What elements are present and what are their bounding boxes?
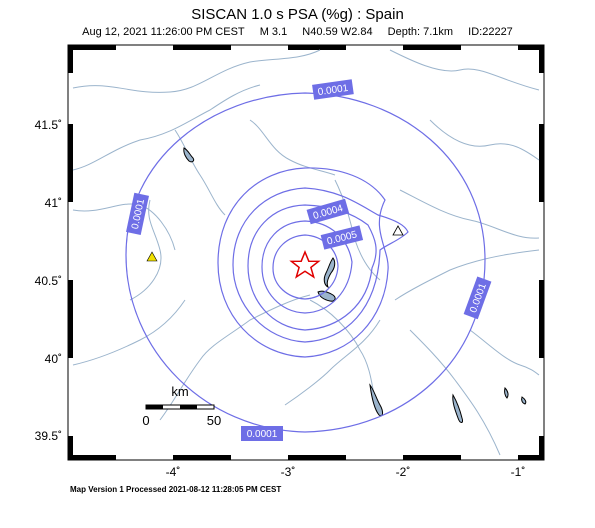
station-open-icon — [392, 225, 404, 236]
map-title: SISCAN 1.0 s PSA (%g) : Spain — [191, 6, 404, 23]
lon-tick: -3˚ — [281, 465, 296, 479]
scale-end: 50 — [207, 413, 221, 428]
station-filled-icon — [146, 251, 158, 262]
lakes — [183, 147, 527, 423]
lat-tick: 40.5˚ — [35, 274, 62, 288]
event-info: Aug 12, 2021 11:26:00 PM CEST M 3.1 N40.… — [0, 26, 595, 38]
event-magnitude: M 3.1 — [259, 26, 288, 38]
event-id: ID:22227 — [468, 26, 513, 38]
scale-unit: km — [171, 384, 188, 399]
psa-contours — [125, 92, 486, 433]
contour-0.0002 — [217, 167, 389, 358]
contour-0.0004 — [247, 204, 377, 331]
lon-tick: -4˚ — [166, 465, 181, 479]
event-depth: Depth: 7.1km — [387, 26, 454, 38]
lat-ticks: 41.5˚ 41˚ 40.5˚ 40˚ 39.5˚ — [35, 118, 62, 443]
contour-labels: 0.0001 0.0001 0.0001 0.0001 0.0004 0.000… — [126, 79, 492, 441]
lon-ticks: -4˚ -3˚ -2˚ -1˚ — [166, 465, 526, 479]
epicenter-star-icon — [289, 250, 321, 279]
contour-label: 0.0001 — [317, 83, 349, 98]
event-date: Aug 12, 2021 11:26:00 PM CEST — [82, 26, 245, 38]
contour-0.0005 — [261, 220, 353, 314]
contour-0.0003 — [232, 187, 409, 343]
lon-tick: -1˚ — [511, 465, 526, 479]
lon-tick: -2˚ — [396, 465, 411, 479]
lat-tick: 40˚ — [45, 352, 62, 366]
contour-label: 0.0001 — [247, 429, 278, 440]
lat-tick: 41˚ — [45, 196, 62, 210]
lat-tick: 39.5˚ — [35, 429, 62, 443]
scale-bar: km 0 50 — [142, 384, 221, 428]
map-footer: Map Version 1 Processed 2021-08-12 11:28… — [70, 485, 282, 494]
contour-0.0006 — [272, 234, 339, 300]
scale-start: 0 — [142, 413, 149, 428]
frame-border — [68, 45, 544, 460]
event-location: N40.59 W2.84 — [302, 26, 373, 38]
contour-0.0001 — [125, 92, 486, 433]
lat-tick: 41.5˚ — [35, 118, 62, 132]
